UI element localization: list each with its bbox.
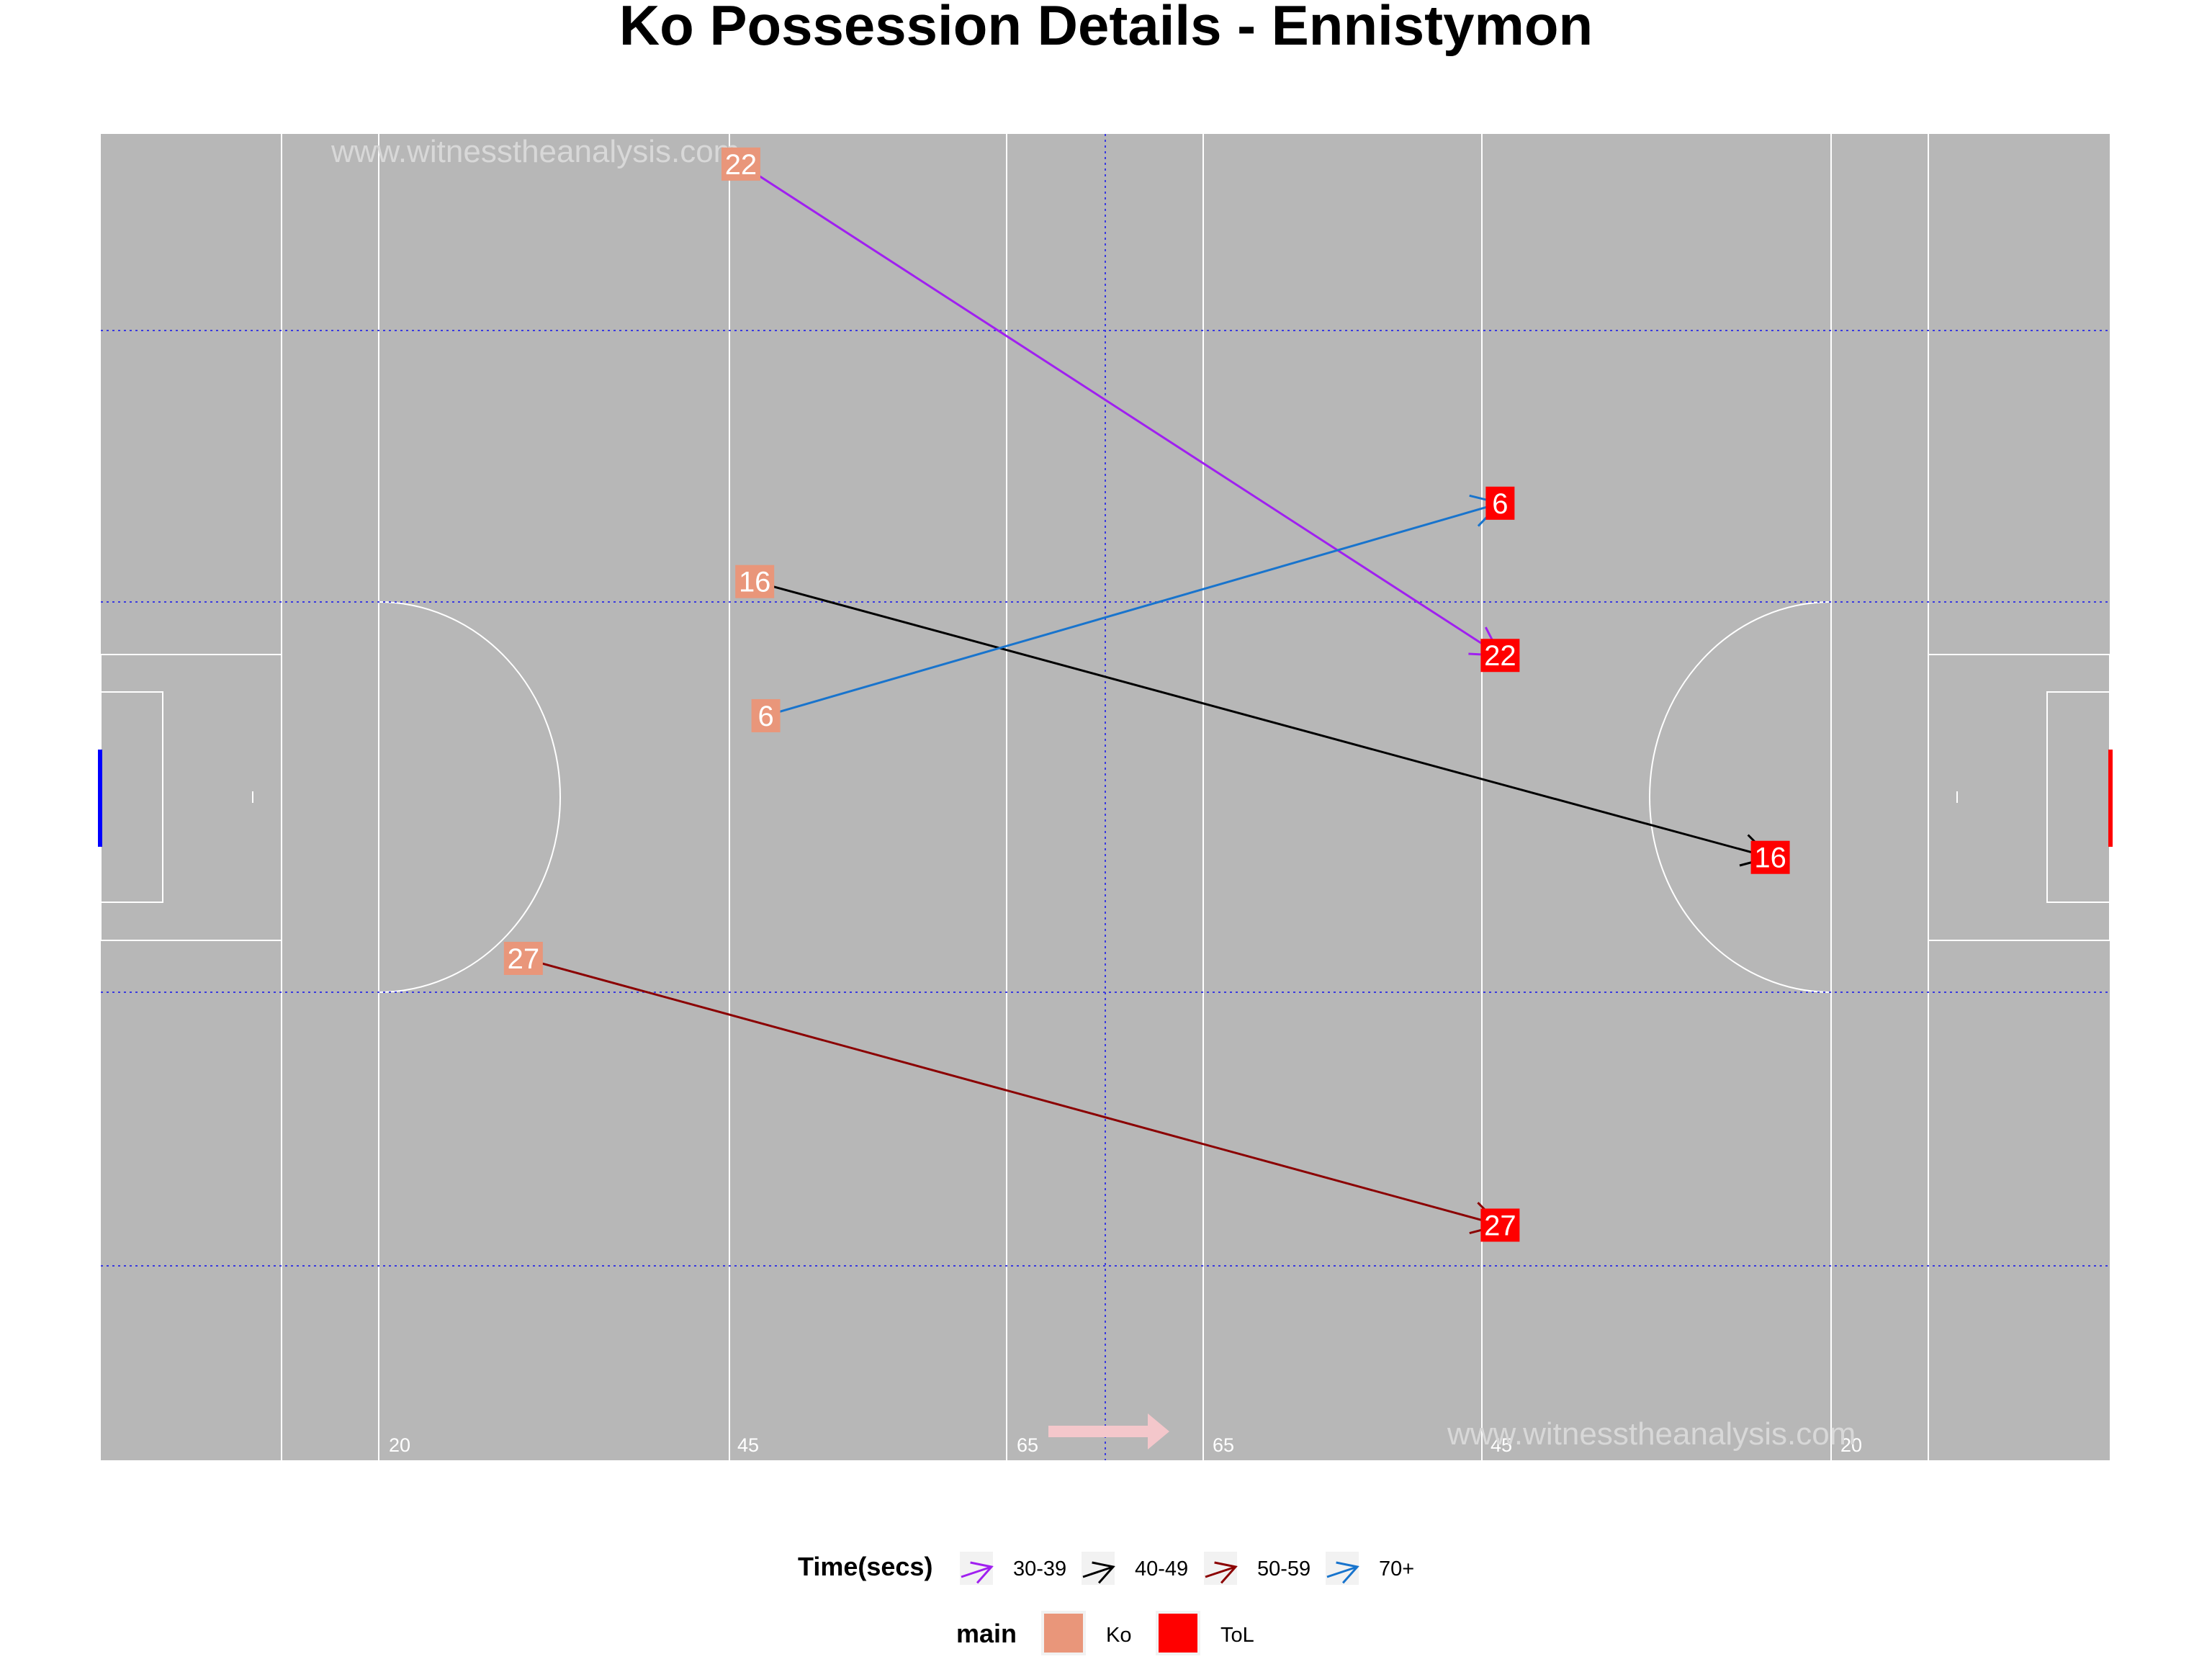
possession-arrow-line [523, 957, 1501, 1226]
legend-time-line [1326, 1565, 1358, 1578]
legend-main-label: Ko [1106, 1624, 1131, 1647]
legend-time-line [961, 1565, 992, 1578]
legend-time-line [1205, 1565, 1236, 1578]
legend-main-swatch [1159, 1614, 1197, 1653]
tol-label-text: 22 [1484, 640, 1516, 672]
tol-label-box [1750, 840, 1790, 874]
legend-time-label: 40-49 [1135, 1557, 1188, 1581]
legend-time-label: 50-59 [1257, 1557, 1310, 1581]
possession-27: 27 27 [503, 941, 1520, 1242]
legend-main-key: Ko [1041, 1611, 1131, 1655]
ko-label-text: 27 [508, 943, 540, 975]
chart-title: Ko Possession Details - Ennistymon [619, 0, 1593, 57]
attack-direction-arrow [1048, 1413, 1169, 1449]
legend-time-key: 40-49 [1082, 1552, 1188, 1585]
pitch: 20 45 65 65 45 20 www.witnesstheanalysis… [98, 134, 2113, 1460]
tol-label-text: 27 [1484, 1210, 1516, 1241]
ko-label-text: 6 [757, 701, 773, 732]
possession-6: 66 [751, 486, 1515, 732]
ko-label-box [751, 698, 781, 732]
watermark-bottom: www.witnesstheanalysis.com [1447, 1416, 1856, 1452]
watermark-top: www.witnesstheanalysis.com [331, 134, 739, 169]
yard-label: 65 [1213, 1434, 1234, 1456]
legend-time-label: 70+ [1379, 1557, 1414, 1581]
possession-arrow-line [765, 502, 1501, 717]
tol-label-box [1480, 1208, 1520, 1242]
ko-label-text: 22 [725, 149, 757, 181]
yard-label: 20 [389, 1434, 410, 1456]
legend-time-keys: 30-39 40-49 50-59 70+ [960, 1552, 1414, 1585]
legend-main-key: ToL [1156, 1611, 1254, 1655]
tol-label-box [1480, 639, 1520, 673]
possession-arrow-line [754, 580, 1771, 859]
legend-time-key: 50-59 [1204, 1552, 1310, 1585]
yard-label: 20 [1840, 1434, 1862, 1456]
ko-label-box [503, 941, 543, 975]
possession-22: 22 22 [721, 147, 1520, 673]
tol-label-box [1485, 486, 1515, 520]
arc-right [1649, 601, 1832, 993]
possession-arrow-line [740, 163, 1501, 657]
legend-main-label: ToL [1220, 1624, 1254, 1647]
legend-time-title: Time(secs) [798, 1552, 932, 1581]
yard-label: 65 [1017, 1434, 1038, 1456]
goal-right [2108, 750, 2113, 847]
legend-time-label: 30-39 [1013, 1557, 1066, 1581]
goal-left [98, 750, 102, 847]
legend-time-key: 70+ [1326, 1552, 1414, 1585]
pitch-grid [101, 134, 2110, 1460]
yard-label: 45 [1491, 1434, 1512, 1456]
yard-label: 45 [737, 1434, 759, 1456]
legend: Time(secs) 30-39 40-49 50-59 70+ main Ko ToL [798, 1552, 1414, 1655]
legend-main-title: main [956, 1619, 1017, 1648]
ko-label-box [721, 147, 760, 181]
ko-label-box [735, 565, 775, 598]
legend-time-line [1082, 1565, 1114, 1578]
yard-labels: 20 45 65 65 45 20 [389, 1434, 1862, 1456]
legend-main-swatch [1044, 1614, 1083, 1653]
tol-label-text: 16 [1754, 842, 1786, 874]
tol-label-text: 6 [1492, 488, 1508, 520]
ko-label-text: 16 [739, 567, 771, 598]
legend-main-keys: Ko ToL [1041, 1611, 1254, 1655]
legend-time-key: 30-39 [960, 1552, 1066, 1585]
arc-left [378, 601, 561, 993]
